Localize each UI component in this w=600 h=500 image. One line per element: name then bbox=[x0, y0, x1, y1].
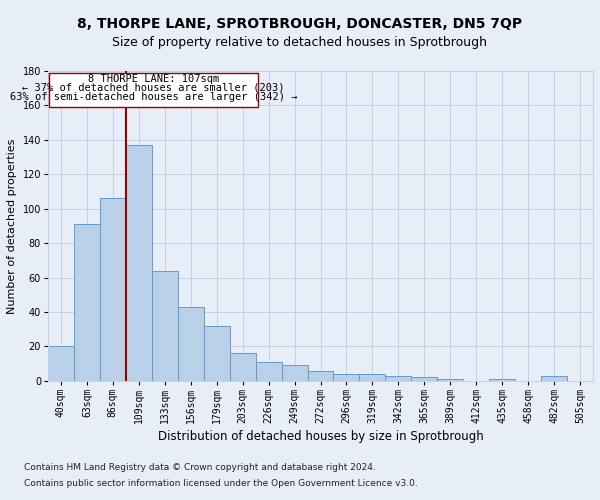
Bar bbox=[74, 224, 100, 381]
Bar bbox=[308, 370, 334, 381]
Bar bbox=[49, 72, 258, 107]
Y-axis label: Number of detached properties: Number of detached properties bbox=[7, 138, 17, 314]
Bar bbox=[126, 145, 152, 381]
Text: Contains public sector information licensed under the Open Government Licence v3: Contains public sector information licen… bbox=[24, 478, 418, 488]
Bar bbox=[100, 198, 126, 381]
Bar bbox=[256, 362, 281, 381]
Bar bbox=[203, 326, 230, 381]
Bar bbox=[178, 307, 203, 381]
Text: Contains HM Land Registry data © Crown copyright and database right 2024.: Contains HM Land Registry data © Crown c… bbox=[24, 464, 376, 472]
Bar bbox=[385, 376, 412, 381]
Bar bbox=[437, 379, 463, 381]
Bar bbox=[281, 366, 308, 381]
Bar bbox=[412, 378, 437, 381]
Text: 8, THORPE LANE, SPROTBROUGH, DONCASTER, DN5 7QP: 8, THORPE LANE, SPROTBROUGH, DONCASTER, … bbox=[77, 18, 523, 32]
Bar bbox=[152, 270, 178, 381]
Bar bbox=[489, 379, 515, 381]
Bar bbox=[359, 374, 385, 381]
Bar bbox=[48, 346, 74, 381]
Text: ← 37% of detached houses are smaller (203): ← 37% of detached houses are smaller (20… bbox=[22, 83, 285, 93]
Bar bbox=[541, 376, 567, 381]
Text: 8 THORPE LANE: 107sqm: 8 THORPE LANE: 107sqm bbox=[88, 74, 220, 85]
Bar bbox=[230, 354, 256, 381]
Bar bbox=[334, 374, 359, 381]
X-axis label: Distribution of detached houses by size in Sprotbrough: Distribution of detached houses by size … bbox=[158, 430, 484, 443]
Text: 63% of semi-detached houses are larger (342) →: 63% of semi-detached houses are larger (… bbox=[10, 92, 298, 102]
Text: Size of property relative to detached houses in Sprotbrough: Size of property relative to detached ho… bbox=[113, 36, 487, 49]
